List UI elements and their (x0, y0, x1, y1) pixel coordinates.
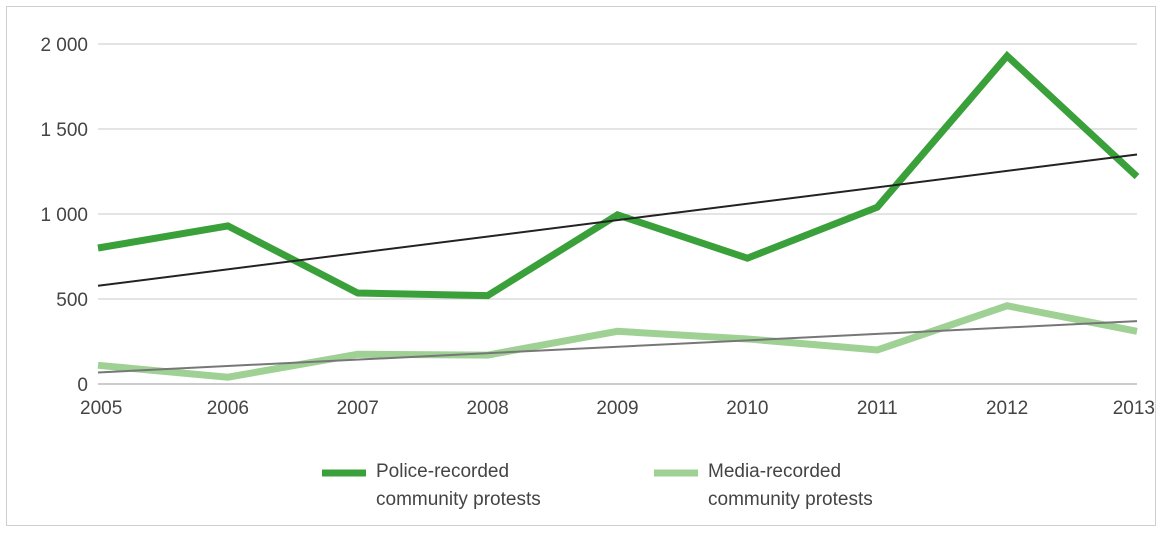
trend-line (97, 320, 1138, 374)
legend-label: community protests (708, 489, 873, 510)
y-tick-label: 0 (77, 375, 88, 396)
chart-frame (6, 6, 1156, 526)
x-axis-tick-labels: 2005 2006 2007 2008 2009 2010 2011 2012 2013 (80, 398, 1155, 419)
x-tick-label: 2010 (726, 398, 768, 419)
legend: Police-recorded community protests Media-r… (322, 461, 873, 510)
y-tick-label: 1 500 (40, 120, 88, 141)
x-tick-label: 2008 (466, 398, 508, 419)
y-tick-label: 500 (56, 290, 88, 311)
y-tick-label: 2 000 (40, 35, 88, 56)
x-tick-label: 2005 (80, 398, 122, 419)
trend-lines (97, 153, 1138, 374)
trend-line (97, 153, 1138, 287)
series-line (97, 302, 1138, 381)
legend-label: Police-recorded (376, 461, 509, 482)
x-tick-label: 2013 (1113, 398, 1155, 419)
x-tick-label: 2006 (207, 398, 249, 419)
y-tick-label: 1 000 (40, 205, 88, 226)
legend-label: community protests (376, 489, 541, 510)
gridlines (98, 43, 1137, 385)
x-tick-label: 2011 (857, 398, 898, 419)
series-lines (97, 50, 1140, 381)
y-axis-tick-labels: 0 500 1 000 1 500 2 000 (40, 35, 88, 396)
series-line (97, 50, 1140, 300)
legend-label: Media-recorded (708, 461, 841, 482)
x-tick-label: 2012 (986, 398, 1028, 419)
x-tick-label: 2007 (337, 398, 379, 419)
x-tick-label: 2009 (596, 398, 638, 419)
